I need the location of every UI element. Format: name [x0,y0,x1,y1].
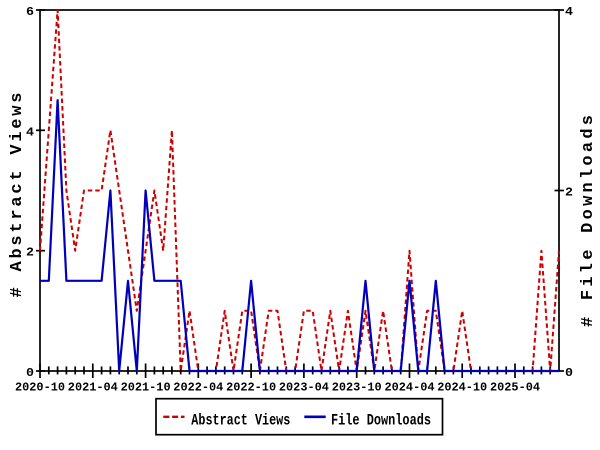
svg-text:2020-10: 2020-10 [15,380,65,394]
svg-text:0: 0 [26,366,34,380]
svg-text:2022-10: 2022-10 [226,380,276,394]
svg-text:2: 2 [26,246,34,260]
svg-text:# File Downloads: # File Downloads [579,115,598,327]
svg-text:# Abstract Views: # Abstract Views [8,93,27,298]
svg-text:Abstract Views: Abstract Views [191,411,290,429]
svg-text:4: 4 [565,5,574,19]
svg-text:2025-04: 2025-04 [490,380,541,394]
svg-text:0: 0 [565,366,573,380]
svg-text:2: 2 [565,186,573,200]
svg-text:2024-04: 2024-04 [385,380,436,394]
svg-text:6: 6 [26,5,34,19]
svg-text:2023-10: 2023-10 [332,380,382,394]
svg-text:2021-04: 2021-04 [68,380,119,394]
svg-text:2021-10: 2021-10 [121,380,171,394]
svg-text:2024-10: 2024-10 [437,380,487,394]
svg-text:File Downloads: File Downloads [331,411,431,429]
svg-text:2023-04: 2023-04 [279,380,330,394]
svg-text:4: 4 [26,125,35,139]
svg-text:2022-04: 2022-04 [173,380,224,394]
